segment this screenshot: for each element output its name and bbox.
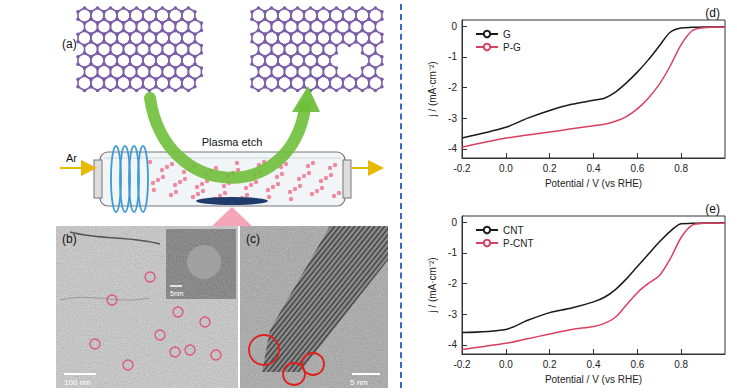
svg-text:0.8: 0.8 — [674, 359, 688, 370]
svg-text:0.2: 0.2 — [543, 163, 557, 174]
svg-text:-1: -1 — [448, 247, 457, 258]
svg-text:Potential / V (vs RHE): Potential / V (vs RHE) — [545, 178, 642, 189]
svg-text:Plasma etch: Plasma etch — [202, 136, 263, 148]
svg-text:-3: -3 — [448, 309, 457, 320]
svg-text:CNT: CNT — [503, 225, 524, 236]
svg-text:0.2: 0.2 — [543, 359, 557, 370]
svg-text:(b): (b) — [62, 232, 77, 246]
svg-text:j / (mA·cm⁻²): j / (mA·cm⁻²) — [427, 61, 438, 117]
svg-text:(d): (d) — [705, 6, 720, 20]
svg-text:0.6: 0.6 — [630, 359, 644, 370]
svg-text:0.6: 0.6 — [630, 163, 644, 174]
svg-text:Potential / V (vs RHE): Potential / V (vs RHE) — [545, 374, 642, 385]
svg-text:j / (mA·cm⁻²): j / (mA·cm⁻²) — [427, 257, 438, 313]
svg-text:-2: -2 — [448, 278, 457, 289]
svg-text:-0.2: -0.2 — [453, 359, 471, 370]
svg-text:0: 0 — [451, 21, 457, 32]
svg-text:0.4: 0.4 — [587, 359, 601, 370]
svg-text:P-CNT: P-CNT — [503, 238, 534, 249]
svg-text:-1: -1 — [448, 51, 457, 62]
svg-text:-4: -4 — [448, 143, 457, 154]
svg-text:0.8: 0.8 — [674, 163, 688, 174]
svg-text:0.0: 0.0 — [499, 163, 513, 174]
svg-text:P-G: P-G — [503, 42, 521, 53]
svg-text:100 nm: 100 nm — [64, 378, 91, 387]
svg-text:G: G — [503, 29, 511, 40]
svg-text:(e): (e) — [705, 202, 720, 216]
svg-text:Ar: Ar — [66, 152, 77, 164]
svg-text:(a): (a) — [62, 37, 77, 51]
svg-text:0.0: 0.0 — [499, 359, 513, 370]
svg-text:-2: -2 — [448, 82, 457, 93]
svg-text:0: 0 — [451, 217, 457, 228]
svg-text:(c): (c) — [246, 232, 260, 246]
svg-text:-0.2: -0.2 — [453, 163, 471, 174]
svg-text:5 nm: 5 nm — [350, 378, 368, 387]
svg-text:-3: -3 — [448, 113, 457, 124]
svg-text:-4: -4 — [448, 339, 457, 350]
svg-text:5nm: 5nm — [170, 290, 184, 297]
svg-text:0.4: 0.4 — [587, 163, 601, 174]
